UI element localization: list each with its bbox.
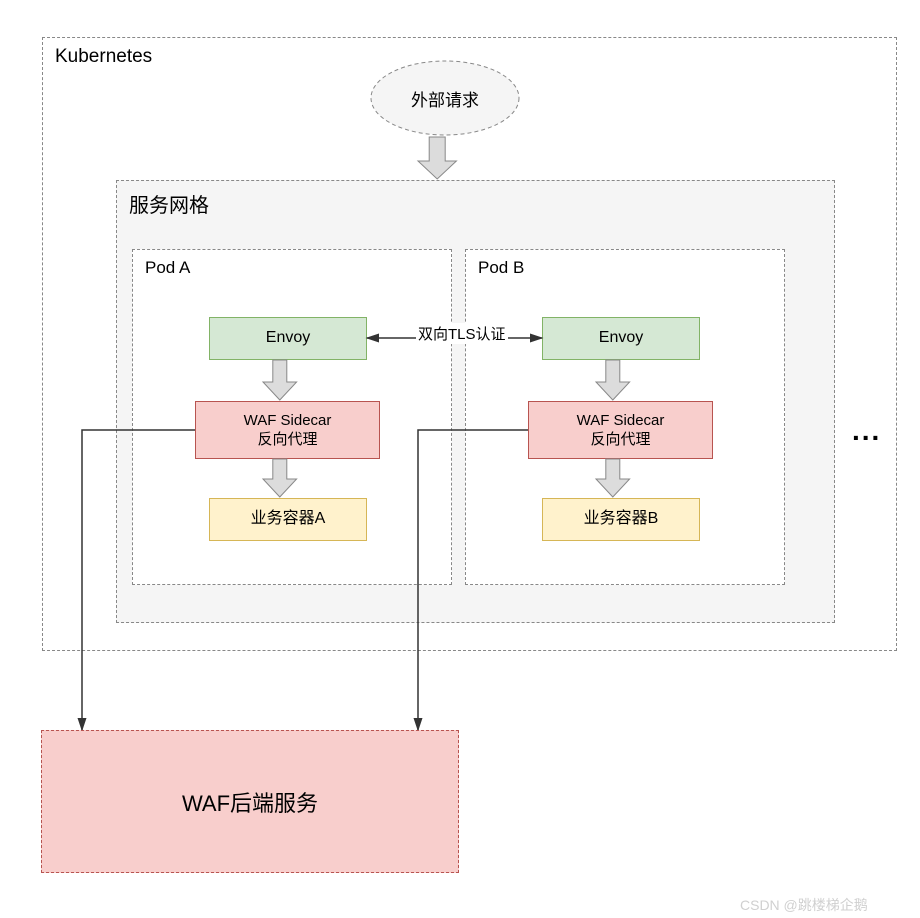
block-arrow-waf-b-down [596, 459, 630, 497]
block-arrow-envoy-a-down [263, 360, 297, 400]
block-arrow-envoy-b-down [596, 360, 630, 400]
external-request-label: 外部请求 [370, 60, 520, 136]
service-mesh-label: 服务网格 [129, 189, 209, 218]
kubernetes-label: Kubernetes [55, 46, 152, 68]
pod-b-label: Pod B [478, 258, 524, 278]
envoy-a-box: Envoy [209, 317, 367, 360]
waf-a-box: WAF Sidecar反向代理 [195, 401, 380, 459]
ellipsis-icon: ... [852, 415, 881, 447]
tls-label: 双向TLS认证 [416, 323, 508, 344]
biz-b-box: 业务容器B [542, 498, 700, 541]
biz-a-box: 业务容器A [209, 498, 367, 541]
pod-a-label: Pod A [145, 258, 190, 278]
waf-b-box: WAF Sidecar反向代理 [528, 401, 713, 459]
block-arrow-waf-a-down [263, 459, 297, 497]
watermark-text: CSDN @跳楼梯企鹅 [740, 895, 868, 915]
block-arrow-external [418, 137, 456, 179]
waf-backend-label: WAF后端服务 [182, 786, 318, 818]
waf-backend-box: WAF后端服务 [41, 730, 459, 873]
envoy-b-box: Envoy [542, 317, 700, 360]
